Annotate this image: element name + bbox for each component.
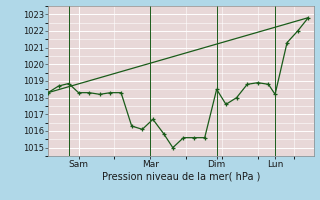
X-axis label: Pression niveau de la mer( hPa ): Pression niveau de la mer( hPa ) [102,172,260,182]
